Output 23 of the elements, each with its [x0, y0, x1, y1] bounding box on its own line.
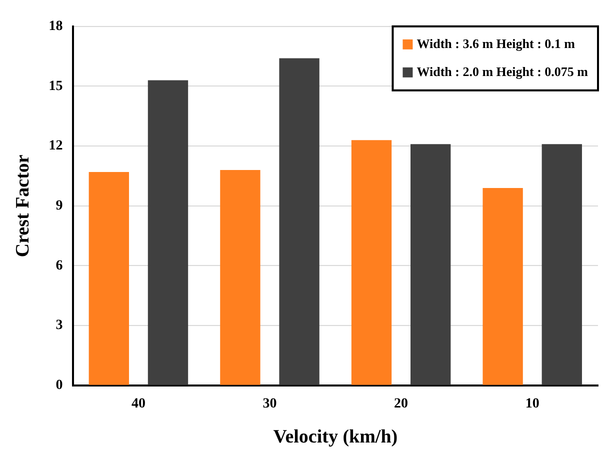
y-tick-label: 6: [56, 258, 63, 274]
y-tick-label: 0: [56, 378, 63, 394]
x-axis-title: Velocity (km/h): [273, 426, 398, 448]
y-tick-label: 18: [48, 19, 63, 34]
bar: [220, 170, 260, 385]
x-tick-label: 30: [262, 396, 277, 412]
bar: [88, 172, 129, 385]
x-tick-label: 20: [394, 396, 408, 412]
y-axis-title: Crest Factor: [12, 154, 34, 258]
y-tick-label: 12: [48, 138, 63, 154]
y-tick-label: 3: [56, 318, 63, 334]
bar: [351, 140, 392, 385]
bar: [279, 58, 320, 385]
x-tick-label: 10: [525, 396, 540, 412]
y-tick-label: 9: [56, 198, 63, 214]
legend-label: Width : 2.0 m Height : 0.075 m: [416, 64, 588, 79]
bar: [542, 144, 582, 385]
legend-label: Width : 3.6 m Height : 0.1 m: [416, 36, 576, 51]
bar: [482, 188, 523, 385]
y-tick-label: 15: [48, 78, 63, 94]
bar: [410, 144, 451, 385]
bar: [148, 80, 188, 385]
x-tick-label: 40: [131, 396, 146, 412]
